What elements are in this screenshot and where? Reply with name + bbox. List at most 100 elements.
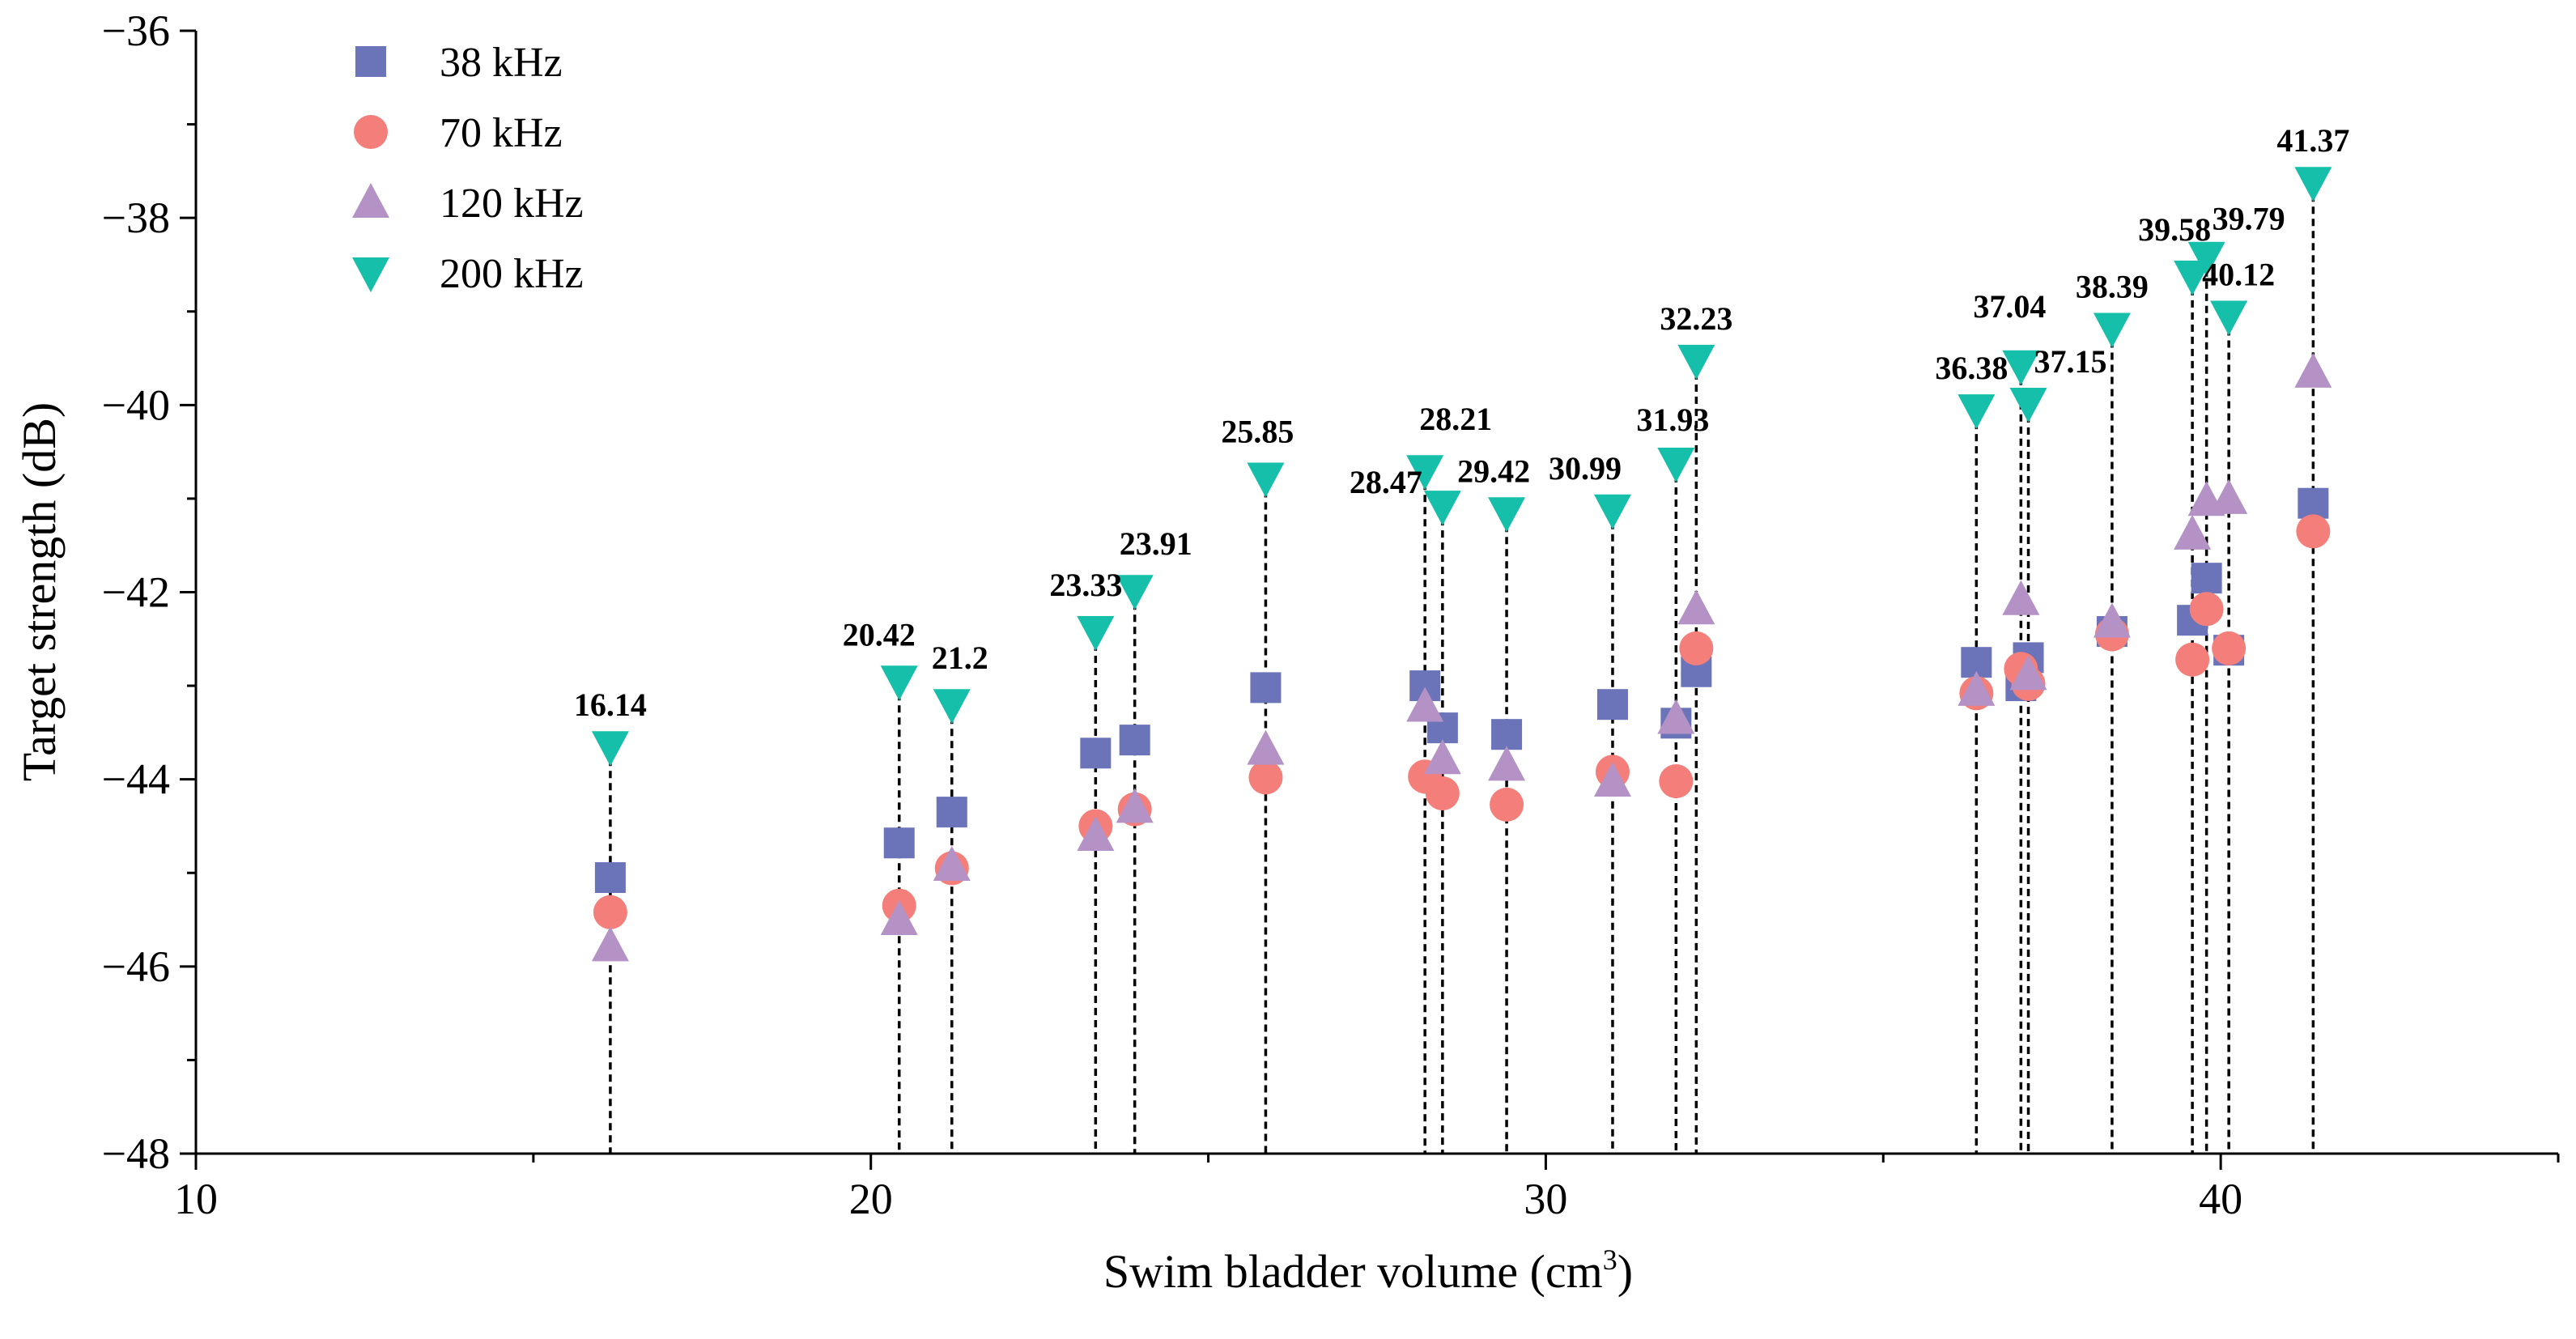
data-point: [1119, 725, 1150, 756]
data-point: [2212, 631, 2247, 665]
y-tick-label: −36: [102, 6, 170, 55]
data-point: [2009, 655, 2047, 691]
data-point: [1490, 787, 1524, 822]
data-point: [1247, 729, 1285, 765]
data-point: [1116, 788, 1154, 823]
data-point: [1406, 455, 1444, 491]
data-point: [1423, 491, 1461, 526]
volume-annotation: 37.15: [2034, 343, 2107, 380]
data-point: [593, 895, 627, 929]
volume-annotation: 28.47: [1350, 464, 1422, 500]
volume-annotation: 38.39: [2076, 269, 2149, 305]
volume-annotation: 16.14: [574, 687, 647, 723]
data-point: [1657, 699, 1695, 734]
series-38-khz: [594, 487, 2329, 894]
data-point: [2175, 642, 2210, 677]
volume-annotation: 39.79: [2213, 201, 2285, 237]
data-point: [1677, 344, 1715, 380]
data-point: [2210, 300, 2248, 336]
y-tick-label: −42: [102, 568, 170, 617]
legend-label: 120 kHz: [440, 181, 584, 227]
data-point: [1491, 719, 1523, 750]
data-point: [2009, 388, 2047, 423]
data-point: [2298, 487, 2329, 519]
volume-annotation: 41.37: [2276, 122, 2349, 159]
data-point: [1406, 687, 1444, 722]
volume-annotation: 31.93: [1636, 402, 1709, 438]
volume-annotation: 29.42: [1457, 453, 1530, 489]
legend-marker: [352, 183, 389, 218]
volume-annotation: 20.42: [843, 616, 916, 652]
y-axis-title: Target strength (dB): [13, 402, 66, 781]
data-point: [1677, 589, 1715, 625]
series-70-khz: [593, 514, 2331, 929]
y-axis-ticks: −48 −46 −44 −42 −40 −38 −36: [102, 6, 196, 1178]
data-point: [2093, 602, 2131, 638]
data-point: [1488, 497, 1526, 533]
legend-marker: [354, 115, 388, 149]
data-point: [1657, 447, 1695, 482]
data-point: [1250, 672, 1282, 704]
data-point: [1080, 738, 1112, 769]
y-tick-label: −38: [102, 193, 170, 242]
volume-annotation: 32.23: [1660, 300, 1732, 337]
data-point: [1247, 462, 1285, 498]
data-point: [1116, 575, 1154, 610]
data-point: [1659, 763, 1694, 798]
plot-area: 10 20 30 40 −48 −46 −44 −42 −40 −38 −36 16.14 20.4…: [102, 6, 2560, 1223]
data-point: [883, 827, 915, 859]
y-tick-label: −40: [102, 380, 170, 429]
data-point: [2174, 514, 2212, 550]
legend: 38 kHz 70 kHz 120 kHz 200 kHz: [352, 40, 584, 297]
series-200-khz: [591, 167, 2332, 767]
data-point: [936, 797, 967, 828]
legend-label: 200 kHz: [440, 251, 584, 297]
data-point: [2296, 514, 2331, 549]
data-point: [2002, 350, 2040, 385]
data-point: [2002, 580, 2040, 615]
data-point: [1488, 746, 1526, 781]
volume-annotation: 40.12: [2202, 257, 2275, 293]
data-point: [1425, 776, 1460, 811]
legend-marker: [352, 257, 389, 292]
data-point: [1958, 394, 1996, 430]
data-point: [1593, 761, 1631, 797]
x-axis-ticks: 10 20 30 40: [174, 1154, 2560, 1223]
data-point: [2187, 241, 2225, 277]
x-tick-label: 40: [2199, 1175, 2242, 1223]
data-point: [2191, 563, 2222, 594]
x-tick-label: 20: [849, 1175, 893, 1223]
volume-annotation: 36.38: [1935, 350, 2008, 386]
data-point: [591, 731, 629, 767]
volume-annotation: 23.91: [1120, 525, 1192, 562]
data-point: [1248, 760, 1283, 795]
data-point: [2210, 478, 2248, 514]
volume-annotation: 37.04: [1973, 288, 2046, 325]
data-point: [1596, 689, 1628, 721]
volume-annotation: 39.58: [2138, 211, 2211, 248]
data-markers: [591, 167, 2332, 962]
data-point: [880, 900, 918, 936]
legend-label: 70 kHz: [440, 110, 563, 156]
data-point: [1077, 816, 1115, 852]
data-point: [2189, 592, 2224, 627]
data-point: [933, 689, 971, 725]
y-tick-label: −48: [102, 1129, 170, 1178]
data-point: [594, 862, 626, 894]
x-tick-label: 30: [1524, 1175, 1567, 1223]
data-point: [1423, 739, 1461, 775]
data-point: [2294, 167, 2332, 202]
legend-label: 38 kHz: [440, 40, 563, 86]
data-point: [2294, 352, 2332, 388]
data-point: [933, 846, 971, 882]
volume-annotation: 30.99: [1549, 450, 1622, 487]
data-point: [591, 926, 629, 962]
data-point: [880, 665, 918, 701]
y-tick-label: −44: [102, 755, 170, 804]
volume-annotations: 16.14 20.42 21.2 23.33 23.91 25.85 28.21 28.47 2…: [574, 122, 2349, 723]
volume-annotation: 25.85: [1221, 413, 1294, 449]
series-120-khz: [591, 352, 2332, 962]
volume-annotation: 28.21: [1419, 401, 1492, 437]
legend-marker: [355, 46, 386, 77]
